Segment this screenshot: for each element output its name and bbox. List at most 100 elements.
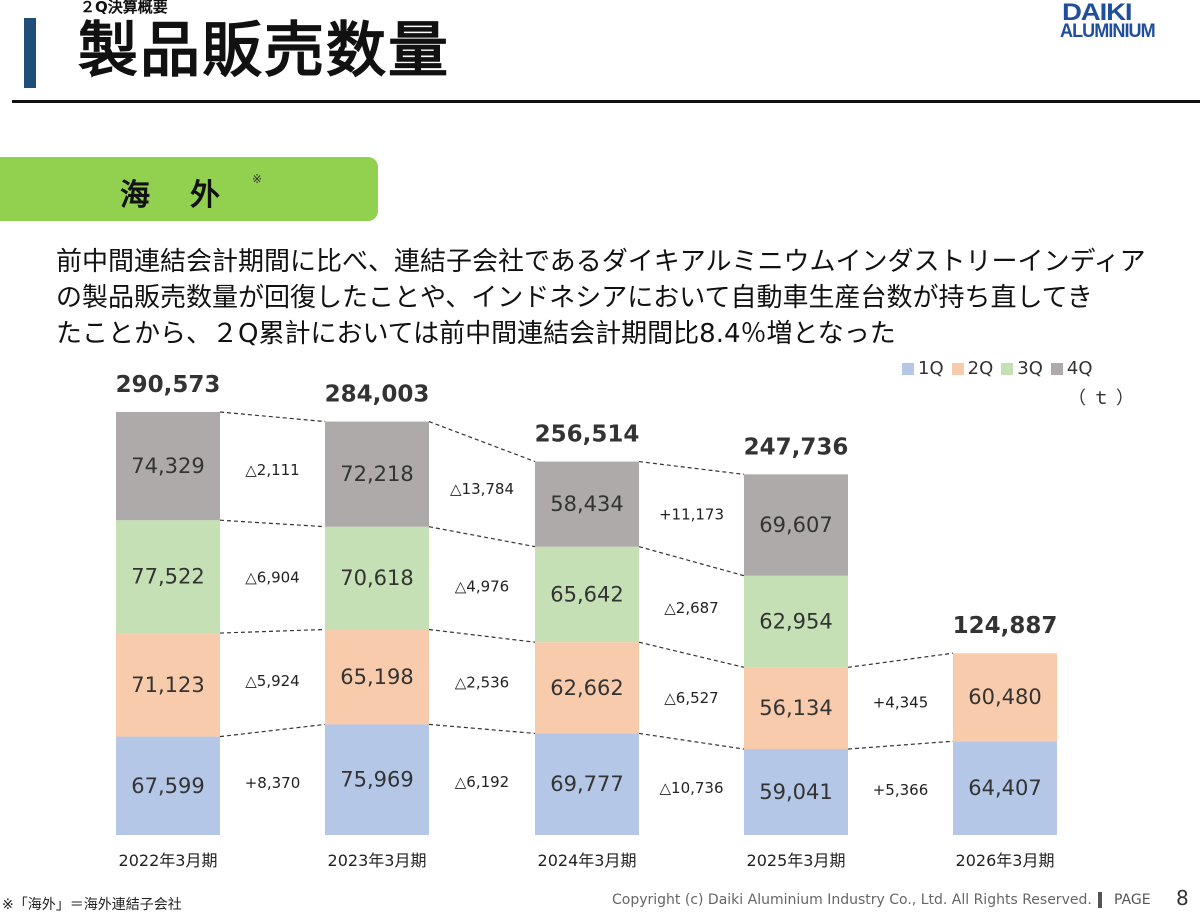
total-label: 256,514 xyxy=(535,422,640,448)
category-label: 2024年3月期 xyxy=(538,851,637,870)
chart-legend: 1Q 2Q 3Q 4Q xyxy=(902,358,1101,379)
category-label: 2026年3月期 xyxy=(956,851,1055,870)
category-label: 2022年3月期 xyxy=(119,851,218,870)
total-label: 247,736 xyxy=(744,434,849,460)
connector-line xyxy=(428,421,536,463)
page-divider xyxy=(1098,892,1102,908)
change-label: △6,904 xyxy=(245,568,299,586)
data-label: 60,480 xyxy=(968,685,1041,709)
total-label: 284,003 xyxy=(325,382,430,408)
change-label: △6,527 xyxy=(664,689,718,707)
total-label: 290,573 xyxy=(116,372,221,398)
data-label: 62,954 xyxy=(759,610,832,634)
bar-segment xyxy=(535,642,639,734)
change-label: △2,111 xyxy=(245,461,299,479)
change-label: +5,366 xyxy=(873,781,929,799)
bar-segment xyxy=(744,575,848,668)
bar-segment xyxy=(116,736,220,835)
data-label: 75,969 xyxy=(340,768,413,792)
connector-line xyxy=(428,628,536,643)
data-label: 67,599 xyxy=(131,774,204,798)
data-label: 56,134 xyxy=(759,696,832,720)
change-label: △5,924 xyxy=(245,672,299,690)
category-label: 2023年3月期 xyxy=(328,851,427,870)
bar-segment xyxy=(116,520,220,634)
chart-unit: （ｔ） xyxy=(1068,388,1140,409)
data-label: 72,218 xyxy=(340,462,413,486)
legend-item: 2Q xyxy=(951,358,994,379)
section-note-mark: ※ xyxy=(252,172,263,186)
bar-segment xyxy=(744,749,848,835)
description-line: たことから、２Q累計においては前中間連結会計期間比8.4％増となった xyxy=(56,319,896,349)
description-line: の製品販売数量が回復したことや、インドネシアにおいて自動車生産台数が持ち直してき xyxy=(56,283,1093,313)
connector-line xyxy=(847,740,954,750)
bar-segment xyxy=(744,667,848,750)
legend-item: 3Q xyxy=(1001,358,1043,379)
logo-text-aluminium: ALUMINIUM xyxy=(1060,21,1156,42)
legend-swatch xyxy=(902,363,914,375)
bar-segment xyxy=(325,421,429,527)
data-label: 62,662 xyxy=(550,676,623,700)
change-label: △2,687 xyxy=(664,599,718,617)
bar-segment xyxy=(535,733,639,835)
legend-label: 1Q xyxy=(918,358,944,379)
copyright: Copyright (c) Daiki Aluminium Industry C… xyxy=(612,892,1092,908)
bar-segment xyxy=(953,653,1057,742)
bar-segment xyxy=(744,474,848,576)
page-number: 8 xyxy=(1176,886,1189,910)
connector-line xyxy=(847,652,954,668)
logo-text-daiki: DAIKI xyxy=(1062,0,1133,26)
category-label: 2025年3月期 xyxy=(747,851,846,870)
bar-segment xyxy=(116,412,220,521)
legend-item: 4Q xyxy=(1050,358,1093,379)
bar-segment xyxy=(325,724,429,835)
section-banner xyxy=(0,157,378,221)
connector-line xyxy=(428,723,536,735)
connector-line xyxy=(219,723,326,738)
footnote: ※「海外」＝海外連結子会社 xyxy=(2,897,182,913)
connector-line xyxy=(638,732,745,750)
change-label: △13,784 xyxy=(450,480,514,498)
data-label: 69,777 xyxy=(550,772,623,796)
page-label: PAGE xyxy=(1114,892,1151,908)
page-title: 製品販売数量 xyxy=(78,16,450,86)
data-label: 65,198 xyxy=(340,665,413,689)
data-label: 65,642 xyxy=(550,582,623,606)
change-label: △6,192 xyxy=(455,773,509,791)
data-label: 59,041 xyxy=(759,780,832,804)
change-label: +4,345 xyxy=(873,694,929,712)
bar-segment xyxy=(325,526,429,630)
change-label: △2,536 xyxy=(455,673,509,691)
data-label: 74,329 xyxy=(131,454,204,478)
legend-swatch xyxy=(1050,363,1063,375)
connector-line xyxy=(638,546,745,577)
connector-line xyxy=(428,526,536,548)
description: 前中間連結会計期間に比べ、連結子会社であるダイキアルミニウムインダストリーインデ… xyxy=(56,244,1176,352)
connector-line xyxy=(638,641,745,668)
data-label: 69,607 xyxy=(759,513,832,537)
legend-swatch xyxy=(951,363,964,375)
description-line: 前中間連結会計期間に比べ、連結子会社であるダイキアルミニウムインダストリーインデ… xyxy=(56,247,1146,277)
data-label: 64,407 xyxy=(968,776,1041,800)
connector-line xyxy=(219,519,326,528)
change-label: +8,370 xyxy=(245,774,301,792)
company-logo: DAIKI ALUMINIUM xyxy=(1060,0,1200,42)
bar-segment xyxy=(953,741,1057,835)
title-accent-bar xyxy=(24,18,36,88)
change-label: +11,173 xyxy=(659,506,724,524)
section-label: 海外 xyxy=(120,178,260,213)
connector-line xyxy=(219,411,326,423)
legend-label: 2Q xyxy=(967,358,994,379)
bar-segment xyxy=(116,633,220,737)
data-label: 70,618 xyxy=(340,566,413,590)
connector-line xyxy=(219,628,326,634)
legend-swatch xyxy=(1001,363,1014,375)
bar-segment xyxy=(535,461,639,547)
legend-label: 3Q xyxy=(1017,358,1043,379)
bar-segment xyxy=(535,546,639,643)
legend-item: 1Q xyxy=(902,358,944,379)
data-label: 58,434 xyxy=(550,492,623,516)
legend-label: 4Q xyxy=(1066,358,1093,379)
section-subtitle: ２Q決算概要 xyxy=(80,0,168,16)
